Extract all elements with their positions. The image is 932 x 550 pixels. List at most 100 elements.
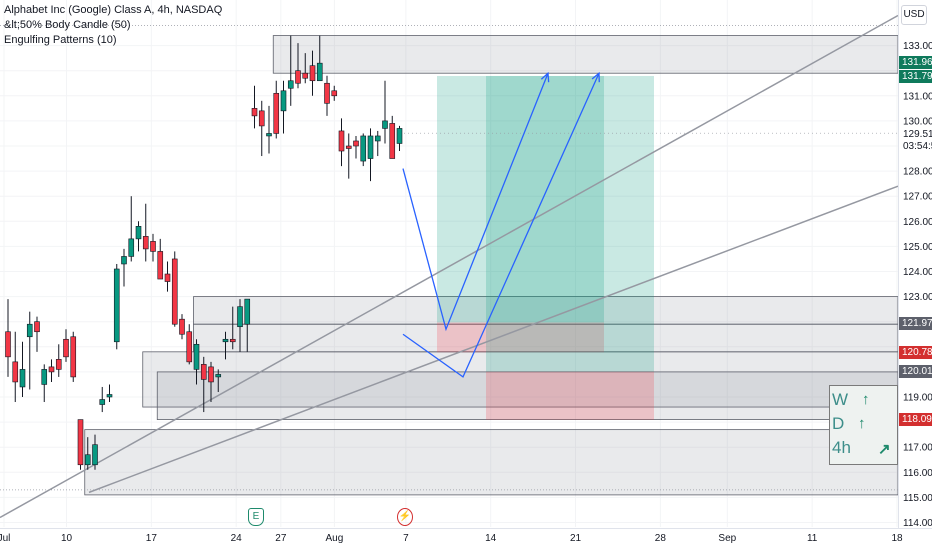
projection-path-1 xyxy=(402,72,549,332)
candle-body xyxy=(215,374,222,378)
trend-up-arrow-icon: ↑ xyxy=(862,391,870,408)
candle-body xyxy=(106,394,113,398)
candle-body xyxy=(186,331,193,363)
y-tick-label: 133.00 xyxy=(903,41,932,52)
position-stop-zone xyxy=(437,322,604,353)
trend-row-label-d: D xyxy=(832,414,845,433)
trend-row-label-w: W xyxy=(832,390,849,409)
price-tag-118-09: 118.09 xyxy=(899,413,932,426)
position-stop-zone xyxy=(486,371,654,420)
candle-body xyxy=(150,241,156,252)
price-tag-120-78: 120.78 xyxy=(899,346,932,359)
candle-body xyxy=(382,120,388,129)
candle-body xyxy=(389,123,396,159)
x-tick-label: Sep xyxy=(718,533,736,544)
indicator-body-candle[interactable]: &lt;50% Body Candle (50) xyxy=(4,19,131,31)
x-tick-label: 7 xyxy=(403,533,409,544)
candle-body xyxy=(244,298,251,325)
projection-path-1-head xyxy=(540,71,550,83)
price-tag-131-79: 131.79 xyxy=(899,70,932,83)
candle-body xyxy=(179,318,185,335)
candle-body xyxy=(396,128,403,144)
candle-body xyxy=(338,130,345,152)
y-tick-label: 125.00 xyxy=(903,242,932,253)
candle-body xyxy=(287,80,294,89)
candle-body xyxy=(142,236,149,250)
trend-up-arrow-icon: ↑ xyxy=(858,415,866,432)
price-tag-131-96: 131.96 xyxy=(899,56,932,69)
candle-body xyxy=(374,135,381,142)
candle-body xyxy=(157,251,164,280)
indicator-engulfing[interactable]: Engulfing Patterns (10) xyxy=(4,34,117,46)
candle-body xyxy=(70,336,77,378)
last-price-label: 129.51 xyxy=(903,129,932,140)
candle-body xyxy=(41,369,48,385)
candle-body xyxy=(367,135,374,159)
candle-body xyxy=(84,454,91,466)
trend-line-steep xyxy=(0,14,899,519)
x-tick-label: 10 xyxy=(61,533,73,544)
supply-demand-zone xyxy=(156,371,899,420)
x-tick-label: Jul xyxy=(0,533,10,544)
y-tick-label: 124.00 xyxy=(903,267,932,278)
candle-body xyxy=(128,238,135,257)
projection-path-2 xyxy=(402,72,600,378)
candle-body xyxy=(360,135,367,162)
candle-body xyxy=(193,343,200,370)
y-tick-label: 119.00 xyxy=(903,393,932,404)
candle-body xyxy=(280,90,287,112)
candle-body xyxy=(251,108,258,117)
candle-body xyxy=(12,361,19,383)
candle-body xyxy=(48,366,55,373)
candle-body xyxy=(200,364,207,380)
x-tick-label: 21 xyxy=(570,533,582,544)
candle-body xyxy=(208,366,214,383)
y-tick-label: 116.00 xyxy=(903,468,932,479)
y-tick-label: 123.00 xyxy=(903,292,932,303)
price-tag-121-97: 121.97 xyxy=(899,317,932,330)
bar-countdown-label: 03:54:56 xyxy=(903,141,932,152)
position-target-zone xyxy=(486,75,654,372)
dividend-flash-icon[interactable]: ⚡ xyxy=(397,508,413,526)
candle-body xyxy=(229,338,236,343)
candle-body xyxy=(92,444,98,466)
candle-body xyxy=(353,140,359,147)
candle-body xyxy=(26,323,33,338)
supply-demand-zone xyxy=(142,351,899,408)
x-tick-label: 28 xyxy=(655,533,667,544)
candle-body xyxy=(99,399,106,405)
y-tick-label: 126.00 xyxy=(903,217,932,228)
y-tick-label: 128.00 xyxy=(903,167,932,178)
x-tick-label: Aug xyxy=(326,533,344,544)
candle-body xyxy=(55,359,62,370)
candle-body xyxy=(171,258,178,325)
trend-up-right-arrow-icon: ↗ xyxy=(878,441,891,458)
candle-body xyxy=(324,82,330,104)
supply-demand-zone xyxy=(84,429,899,496)
currency-button[interactable]: USD xyxy=(901,5,927,25)
candle-body xyxy=(164,273,171,282)
x-tick-label: 27 xyxy=(275,533,287,544)
candle-body xyxy=(345,145,352,149)
candle-body xyxy=(19,369,26,388)
candle-body xyxy=(113,268,120,343)
candle-body xyxy=(77,419,84,466)
candle-body xyxy=(309,65,316,82)
y-tick-label: 117.00 xyxy=(903,443,932,454)
price-tag-120-01: 120.01 xyxy=(899,365,932,378)
trend-line-shallow xyxy=(88,185,899,494)
y-tick-label: 131.00 xyxy=(903,91,932,102)
candle-body xyxy=(34,321,40,333)
candle-body xyxy=(237,306,243,328)
candle-body xyxy=(302,72,309,79)
candle-body xyxy=(222,338,229,343)
earnings-icon[interactable]: E xyxy=(248,508,264,526)
x-tick-label: 14 xyxy=(485,533,497,544)
candle-body xyxy=(135,226,142,240)
candle-body xyxy=(121,256,127,265)
candle-body xyxy=(273,92,280,134)
projection-path-2-head xyxy=(591,71,600,83)
x-tick-label: 24 xyxy=(231,533,243,544)
trend-table: W ↑ D ↑ 4h ↗ xyxy=(829,385,898,465)
